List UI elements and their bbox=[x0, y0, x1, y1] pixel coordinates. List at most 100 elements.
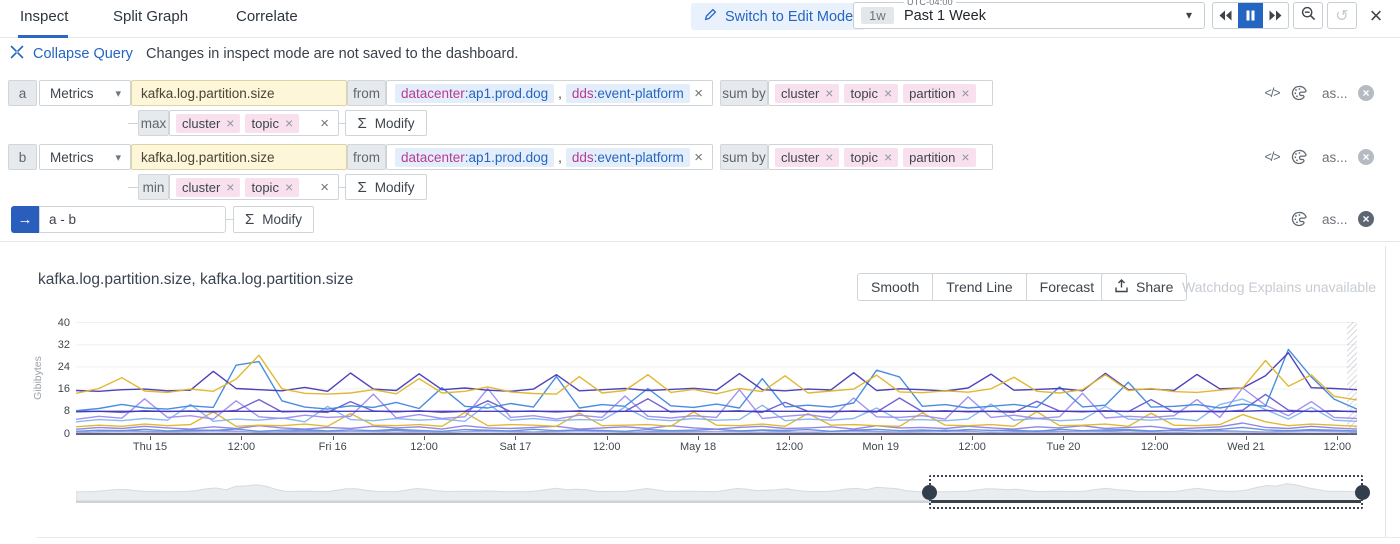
x-axis-tick bbox=[424, 436, 426, 440]
timeline-minimap[interactable] bbox=[76, 472, 1357, 504]
modify-button[interactable]: Σ Modify bbox=[345, 110, 427, 136]
palette-icon[interactable] bbox=[1289, 209, 1309, 229]
section-divider bbox=[0, 241, 1400, 242]
selection-handle-left[interactable] bbox=[922, 485, 938, 500]
source-dropdown[interactable]: Metrics ▾ bbox=[39, 80, 131, 106]
group-by-tag[interactable]: cluster × bbox=[775, 83, 840, 103]
line-chart[interactable] bbox=[76, 322, 1357, 435]
sum-by-label: sum by bbox=[720, 80, 768, 106]
revert-zoom-button[interactable]: ↺ bbox=[1327, 2, 1357, 29]
share-button[interactable]: Share bbox=[1101, 273, 1188, 301]
y-axis-tick-label: 16 bbox=[57, 383, 70, 396]
x-axis-tick bbox=[606, 436, 608, 440]
connector-line bbox=[339, 187, 345, 188]
magnifier-minus-icon bbox=[1301, 6, 1316, 26]
remove-tag-icon[interactable]: × bbox=[226, 179, 235, 195]
source-label: Metrics bbox=[50, 85, 94, 101]
code-view-icon[interactable]: </> bbox=[1264, 86, 1280, 100]
remove-tag-icon[interactable]: × bbox=[883, 149, 893, 165]
source-dropdown[interactable]: Metrics ▾ bbox=[39, 144, 131, 170]
clear-filters-icon[interactable]: × bbox=[694, 84, 703, 102]
x-axis-tick-label: 12:00 bbox=[1140, 441, 1169, 453]
palette-icon[interactable] bbox=[1289, 147, 1309, 167]
metric-input[interactable]: kafka.log.partition.size bbox=[131, 80, 347, 106]
pause-button[interactable] bbox=[1238, 3, 1263, 28]
group-by-tag[interactable]: partition × bbox=[903, 83, 976, 103]
chart-title: kafka.log.partition.size, kafka.log.part… bbox=[38, 271, 354, 288]
clear-formula-button[interactable]: × bbox=[1358, 211, 1374, 227]
x-axis-tick-label: 12:00 bbox=[958, 441, 986, 453]
filter-tag: datacenter:ap1.prod.dog bbox=[395, 147, 555, 167]
top-bar: Inspect Split Graph Correlate Switch to … bbox=[0, 0, 1400, 38]
modify-button[interactable]: Σ Modify bbox=[345, 174, 427, 200]
close-button[interactable]: × bbox=[1362, 3, 1390, 29]
connector-line bbox=[339, 123, 345, 124]
remove-tag-icon[interactable]: × bbox=[883, 85, 893, 101]
minimap-selection[interactable] bbox=[929, 475, 1363, 509]
palette-icon[interactable] bbox=[1289, 83, 1309, 103]
switch-to-edit-mode-button[interactable]: Switch to Edit Mode bbox=[691, 3, 867, 30]
formula-arrow-button[interactable]: → bbox=[11, 206, 39, 233]
group-by-input[interactable]: cluster × topic × partition × bbox=[768, 144, 993, 170]
clear-agg-icon[interactable]: × bbox=[320, 178, 329, 196]
agg-by-tag[interactable]: cluster × bbox=[176, 113, 241, 133]
collapse-query-link[interactable]: Collapse Query bbox=[10, 45, 133, 63]
modify-button[interactable]: Σ Modify bbox=[233, 206, 314, 233]
group-by-input[interactable]: cluster × topic × partition × bbox=[768, 80, 993, 106]
from-label: from bbox=[347, 144, 386, 170]
aggregator-label[interactable]: min bbox=[138, 174, 169, 200]
group-by-tag[interactable]: topic × bbox=[844, 83, 899, 103]
chart-canvas[interactable] bbox=[76, 322, 1357, 435]
selection-handle-right[interactable] bbox=[1355, 485, 1370, 500]
group-by-tag[interactable]: partition × bbox=[903, 147, 976, 167]
tab-correlate[interactable]: Correlate bbox=[236, 8, 298, 25]
clear-query-button[interactable]: × bbox=[1358, 149, 1374, 165]
remove-tag-icon[interactable]: × bbox=[226, 115, 235, 131]
pencil-icon bbox=[704, 8, 717, 25]
formula-input[interactable]: a - b bbox=[39, 206, 226, 233]
group-by-tag[interactable]: topic × bbox=[844, 147, 899, 167]
remove-tag-icon[interactable]: × bbox=[825, 149, 834, 165]
clear-filters-icon[interactable]: × bbox=[694, 148, 703, 166]
sum-by-label: sum by bbox=[720, 144, 768, 170]
as-option[interactable]: as... bbox=[1322, 86, 1348, 101]
rewind-button[interactable] bbox=[1213, 3, 1238, 28]
aggregator-label[interactable]: max bbox=[138, 110, 169, 136]
watchdog-explains-label: Watchdog Explains unavailable bbox=[1182, 279, 1377, 295]
time-range-selector[interactable]: UTC-04:00 1w Past 1 Week ▾ bbox=[853, 0, 1205, 29]
formula-row: → a - b Σ Modify as... × bbox=[0, 206, 1400, 233]
filter-input[interactable]: datacenter:ap1.prod.dog , dds:event-plat… bbox=[386, 80, 713, 106]
connector-line bbox=[128, 123, 138, 124]
agg-by-tag[interactable]: topic × bbox=[245, 177, 300, 197]
fast-forward-button[interactable] bbox=[1263, 3, 1288, 28]
remove-tag-icon[interactable]: × bbox=[284, 115, 294, 131]
chevron-down-icon: ▾ bbox=[1185, 8, 1192, 22]
query-row-a-aggregation: max cluster × topic × × Σ Modify bbox=[0, 110, 1400, 136]
zoom-out-button[interactable] bbox=[1293, 2, 1323, 29]
code-view-icon[interactable]: </> bbox=[1264, 150, 1280, 164]
trend-line-button[interactable]: Trend Line bbox=[932, 273, 1027, 301]
agg-by-tag[interactable]: cluster × bbox=[176, 177, 241, 197]
remove-tag-icon[interactable]: × bbox=[961, 149, 970, 165]
edit-mode-label: Switch to Edit Mode bbox=[725, 8, 854, 25]
metric-input[interactable]: kafka.log.partition.size bbox=[131, 144, 347, 170]
smooth-button[interactable]: Smooth bbox=[857, 273, 934, 301]
forecast-button[interactable]: Forecast bbox=[1025, 273, 1109, 301]
aggregate-by-input[interactable]: cluster × topic × × bbox=[169, 174, 339, 200]
filter-input[interactable]: datacenter:ap1.prod.dog , dds:event-plat… bbox=[386, 144, 713, 170]
group-by-tag[interactable]: cluster × bbox=[775, 147, 840, 167]
time-range-badge: 1w bbox=[861, 7, 894, 24]
remove-tag-icon[interactable]: × bbox=[825, 85, 834, 101]
agg-by-tag[interactable]: topic × bbox=[245, 113, 300, 133]
aggregate-by-input[interactable]: cluster × topic × × bbox=[169, 110, 339, 136]
as-option[interactable]: as... bbox=[1322, 150, 1348, 165]
minimap-canvas bbox=[76, 483, 1357, 503]
remove-tag-icon[interactable]: × bbox=[284, 179, 294, 195]
as-option[interactable]: as... bbox=[1322, 212, 1348, 227]
clear-query-button[interactable]: × bbox=[1358, 85, 1374, 101]
remove-tag-icon[interactable]: × bbox=[961, 85, 970, 101]
clear-agg-icon[interactable]: × bbox=[320, 114, 329, 132]
share-icon bbox=[1115, 278, 1128, 296]
tab-split-graph[interactable]: Split Graph bbox=[113, 8, 189, 25]
tab-inspect[interactable]: Inspect bbox=[20, 8, 69, 25]
